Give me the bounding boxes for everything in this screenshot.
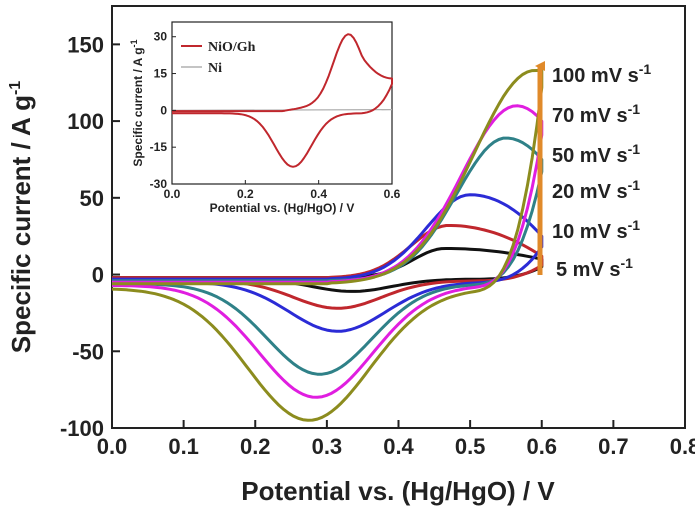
rate-label-20: 20 mV s-1	[552, 177, 640, 203]
x-tick-label: 0.1	[168, 434, 199, 459]
inset-chart: -30 -15 0 15 30 0.0 0.2 0.4 0.6 Potential vs. (…	[128, 18, 401, 215]
x-tick-label: 0.4	[383, 434, 414, 459]
main-y-ticks: -100 -50 0 50 100 150	[60, 32, 120, 441]
rate-label-5: 5 mV s-1	[556, 255, 633, 281]
main-y-axis-label-main: Specific current / A g	[6, 95, 36, 353]
cv-curve-10-mV-s-1	[112, 224, 544, 310]
rate-label-100: 100 mV s-1	[552, 61, 651, 87]
x-tick-label: 0.2	[240, 434, 271, 459]
rate-label-10: 10 mV s-1	[552, 217, 640, 243]
y-tick-label: 0	[92, 263, 104, 288]
inset-y-tick-label: -30	[150, 177, 168, 191]
y-tick-label: 50	[80, 186, 104, 211]
legend-label-ni: Ni	[208, 61, 222, 76]
inset-x-tick-label: 0.4	[310, 187, 327, 201]
y-tick-label: -100	[60, 416, 104, 441]
inset-y-ticks: -30 -15 0 15 30	[150, 30, 176, 191]
inset-x-tick-label: 0.0	[164, 187, 181, 201]
legend-label-nio-gh: NiO/Gh	[208, 40, 256, 55]
y-tick-label: -50	[72, 339, 104, 364]
inset-y-tick-label: 30	[154, 30, 168, 44]
x-tick-label: 0.6	[526, 434, 557, 459]
x-tick-label: 0.8	[670, 434, 695, 459]
inset-plot-frame	[171, 21, 393, 185]
rate-label-70: 70 mV s-1	[552, 101, 640, 127]
inset-y-axis-label: Specific current / A g-1	[129, 39, 145, 166]
rate-label-50: 50 mV s-1	[552, 141, 640, 167]
y-tick-label: 100	[67, 109, 104, 134]
main-y-axis-label: Specific current / A g-1	[6, 81, 36, 353]
inset-x-axis-label: Potential vs. (Hg/HgO) / V	[210, 201, 355, 215]
main-x-axis-label: Potential vs. (Hg/HgO) / V	[241, 476, 555, 506]
main-series-group	[111, 69, 544, 422]
inset-x-tick-label: 0.6	[384, 187, 401, 201]
inset-background	[128, 18, 400, 214]
inset-y-tick-label: 15	[154, 67, 168, 81]
cv-curve-20-mV-s-1	[112, 193, 544, 333]
x-tick-label: 0.7	[598, 434, 629, 459]
x-tick-label: 0.3	[312, 434, 343, 459]
x-tick-label: 0.5	[455, 434, 486, 459]
inset-y-tick-label: 0	[160, 103, 167, 117]
main-y-axis-label-sup: -1	[7, 81, 24, 95]
inset-x-tick-label: 0.2	[237, 187, 254, 201]
inset-series-group	[171, 33, 393, 168]
y-tick-label: 150	[67, 32, 104, 57]
inset-curve-nio-gh	[172, 33, 393, 168]
main-x-ticks: 0.0 0.1 0.2 0.3 0.4 0.5 0.6 0.7 0.8	[97, 420, 695, 459]
inset-y-tick-label: -15	[150, 140, 168, 154]
inset-x-ticks: 0.0 0.2 0.4 0.6	[164, 180, 401, 201]
scan-rate-labels: 100 mV s-1 70 mV s-1 50 mV s-1 20 mV s-1…	[552, 61, 651, 281]
x-tick-label: 0.0	[97, 434, 128, 459]
